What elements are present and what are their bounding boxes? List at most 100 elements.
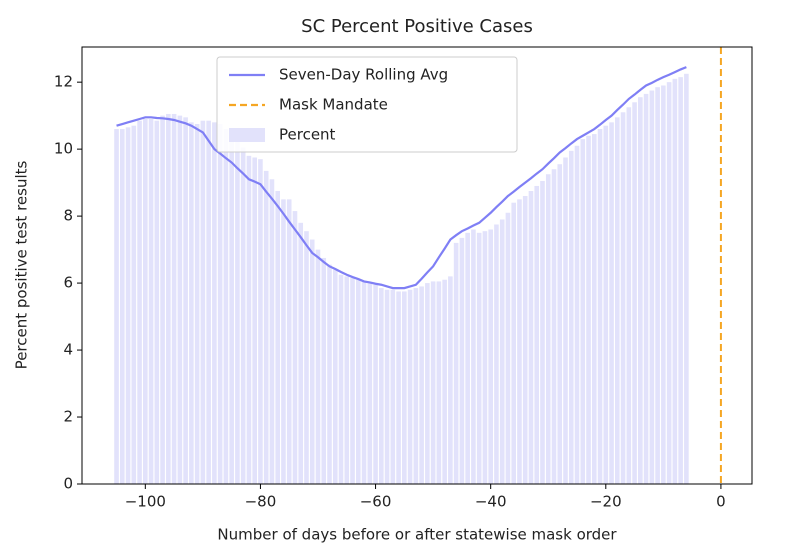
chart-title: SC Percent Positive Cases <box>301 16 533 37</box>
bar <box>488 229 493 484</box>
bar <box>684 73 689 484</box>
bar <box>465 232 470 484</box>
legend-box <box>216 56 518 153</box>
bar <box>263 170 269 484</box>
legend-label: Seven-Day Rolling Avg <box>279 66 448 84</box>
bar <box>476 232 482 484</box>
bar <box>471 229 476 484</box>
bar <box>194 124 200 484</box>
bar <box>137 120 142 484</box>
bar <box>229 135 234 485</box>
bar <box>557 164 563 484</box>
bar <box>292 211 298 484</box>
bar <box>148 118 154 485</box>
y-tick-label: 10 <box>54 140 73 158</box>
bar <box>315 249 321 484</box>
legend-swatch <box>229 128 265 142</box>
bar <box>373 284 378 484</box>
bar <box>338 274 344 484</box>
bar <box>632 102 637 485</box>
x-tick-label: −20 <box>590 493 622 511</box>
bar <box>643 93 649 484</box>
bar <box>223 129 229 484</box>
bar <box>494 224 499 484</box>
bar <box>281 199 286 484</box>
y-tick-label: 12 <box>54 73 73 91</box>
bar <box>189 122 194 485</box>
x-tick-label: −60 <box>360 493 392 511</box>
bar <box>183 117 188 484</box>
bar <box>171 113 177 485</box>
bar <box>586 135 591 485</box>
y-tick-label: 8 <box>63 207 73 225</box>
bar <box>672 78 678 485</box>
bar <box>626 107 632 484</box>
bar <box>206 120 211 484</box>
y-axis-label: Percent positive test results <box>13 160 31 369</box>
bar <box>407 289 413 484</box>
bar <box>563 157 568 485</box>
bar <box>436 281 442 484</box>
bar <box>482 231 488 484</box>
bar <box>200 120 206 484</box>
bar <box>252 157 257 485</box>
bar <box>534 185 540 484</box>
bar <box>125 127 131 485</box>
bar <box>321 257 327 484</box>
bar <box>355 279 361 484</box>
bar <box>269 179 275 484</box>
bar <box>499 219 505 484</box>
bar <box>235 139 240 484</box>
bar <box>528 190 534 484</box>
line <box>116 66 687 290</box>
bar <box>246 155 252 484</box>
bar <box>666 82 672 484</box>
bar <box>574 145 580 484</box>
bar <box>177 115 183 484</box>
bar <box>154 120 160 484</box>
bar <box>332 269 338 484</box>
bar <box>453 242 459 484</box>
bar <box>396 291 401 484</box>
y-tick-label: 2 <box>63 408 73 426</box>
bar <box>131 125 137 485</box>
x-tick-label: 0 <box>716 493 726 511</box>
bar <box>603 125 609 485</box>
bar <box>591 134 597 485</box>
bar <box>166 113 171 485</box>
bar <box>615 117 620 484</box>
bar <box>379 288 384 484</box>
bar <box>402 291 407 484</box>
bar <box>298 222 304 484</box>
bar <box>286 199 292 484</box>
bar <box>678 77 683 484</box>
bar <box>119 129 125 484</box>
bar <box>419 286 424 484</box>
bar <box>620 112 626 484</box>
bar <box>361 281 367 484</box>
x-tick-label: −40 <box>475 493 507 511</box>
bar <box>442 279 447 484</box>
legend-label: Mask Mandate <box>279 96 388 114</box>
bar <box>522 196 528 484</box>
bar <box>212 122 217 485</box>
bar <box>545 174 551 485</box>
bar <box>217 124 223 484</box>
bar <box>649 90 655 485</box>
y-tick-label: 4 <box>63 341 73 359</box>
bar <box>551 169 557 484</box>
bar <box>517 199 522 484</box>
bar <box>384 289 390 484</box>
bar <box>304 231 309 484</box>
bar <box>540 180 545 485</box>
bar <box>350 278 355 484</box>
bar <box>459 237 465 484</box>
plot-frame <box>81 46 753 485</box>
bar <box>505 212 511 485</box>
legend-label: Percent <box>279 126 336 144</box>
bar <box>413 288 419 484</box>
bar <box>448 276 453 484</box>
bar <box>661 85 666 484</box>
bar <box>609 122 614 485</box>
